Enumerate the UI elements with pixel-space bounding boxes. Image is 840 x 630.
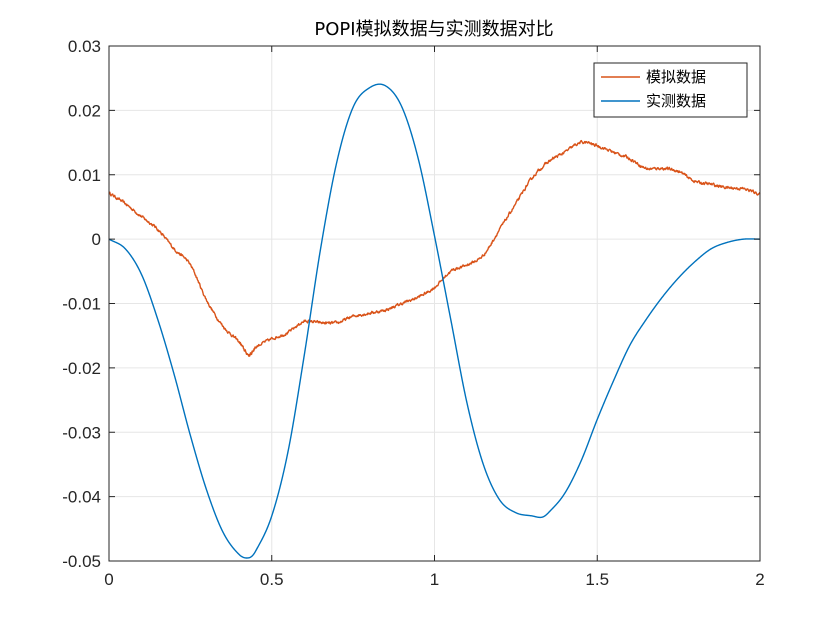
series-line-measured bbox=[108, 83, 761, 559]
x-tick-label: 0 bbox=[104, 570, 113, 589]
y-tick-label: -0.01 bbox=[62, 295, 101, 314]
x-tick-label: 1.5 bbox=[585, 570, 609, 589]
y-tick-label: 0.03 bbox=[68, 37, 101, 56]
y-tick-label: 0.02 bbox=[68, 101, 101, 120]
legend-box bbox=[593, 62, 748, 118]
chart-title: POPI模拟数据与实测数据对比 bbox=[314, 19, 553, 40]
legend-label-measured: 实测数据 bbox=[646, 92, 706, 110]
y-tick-label: 0.01 bbox=[68, 166, 101, 185]
x-tick-label: 2 bbox=[755, 570, 764, 589]
x-tick-label: 1 bbox=[430, 570, 439, 589]
y-tick-label: -0.02 bbox=[62, 359, 101, 378]
axis-ticks: 0 0.5 1 1.5 2 -0.05 -0.04 -0.03 -0.02 -0.01 0 0.01 0… bbox=[62, 37, 764, 589]
y-tick-label: -0.04 bbox=[62, 488, 101, 507]
series-lines bbox=[108, 83, 761, 559]
legend-label-simulated: 模拟数据 bbox=[646, 68, 706, 86]
series-line-simulated bbox=[108, 139, 761, 357]
y-tick-label: -0.05 bbox=[62, 552, 101, 571]
legend: 模拟数据 实测数据 bbox=[593, 62, 748, 118]
y-tick-label: 0 bbox=[92, 230, 101, 249]
y-tick-label: -0.03 bbox=[62, 423, 101, 442]
x-tick-label: 0.5 bbox=[260, 570, 284, 589]
